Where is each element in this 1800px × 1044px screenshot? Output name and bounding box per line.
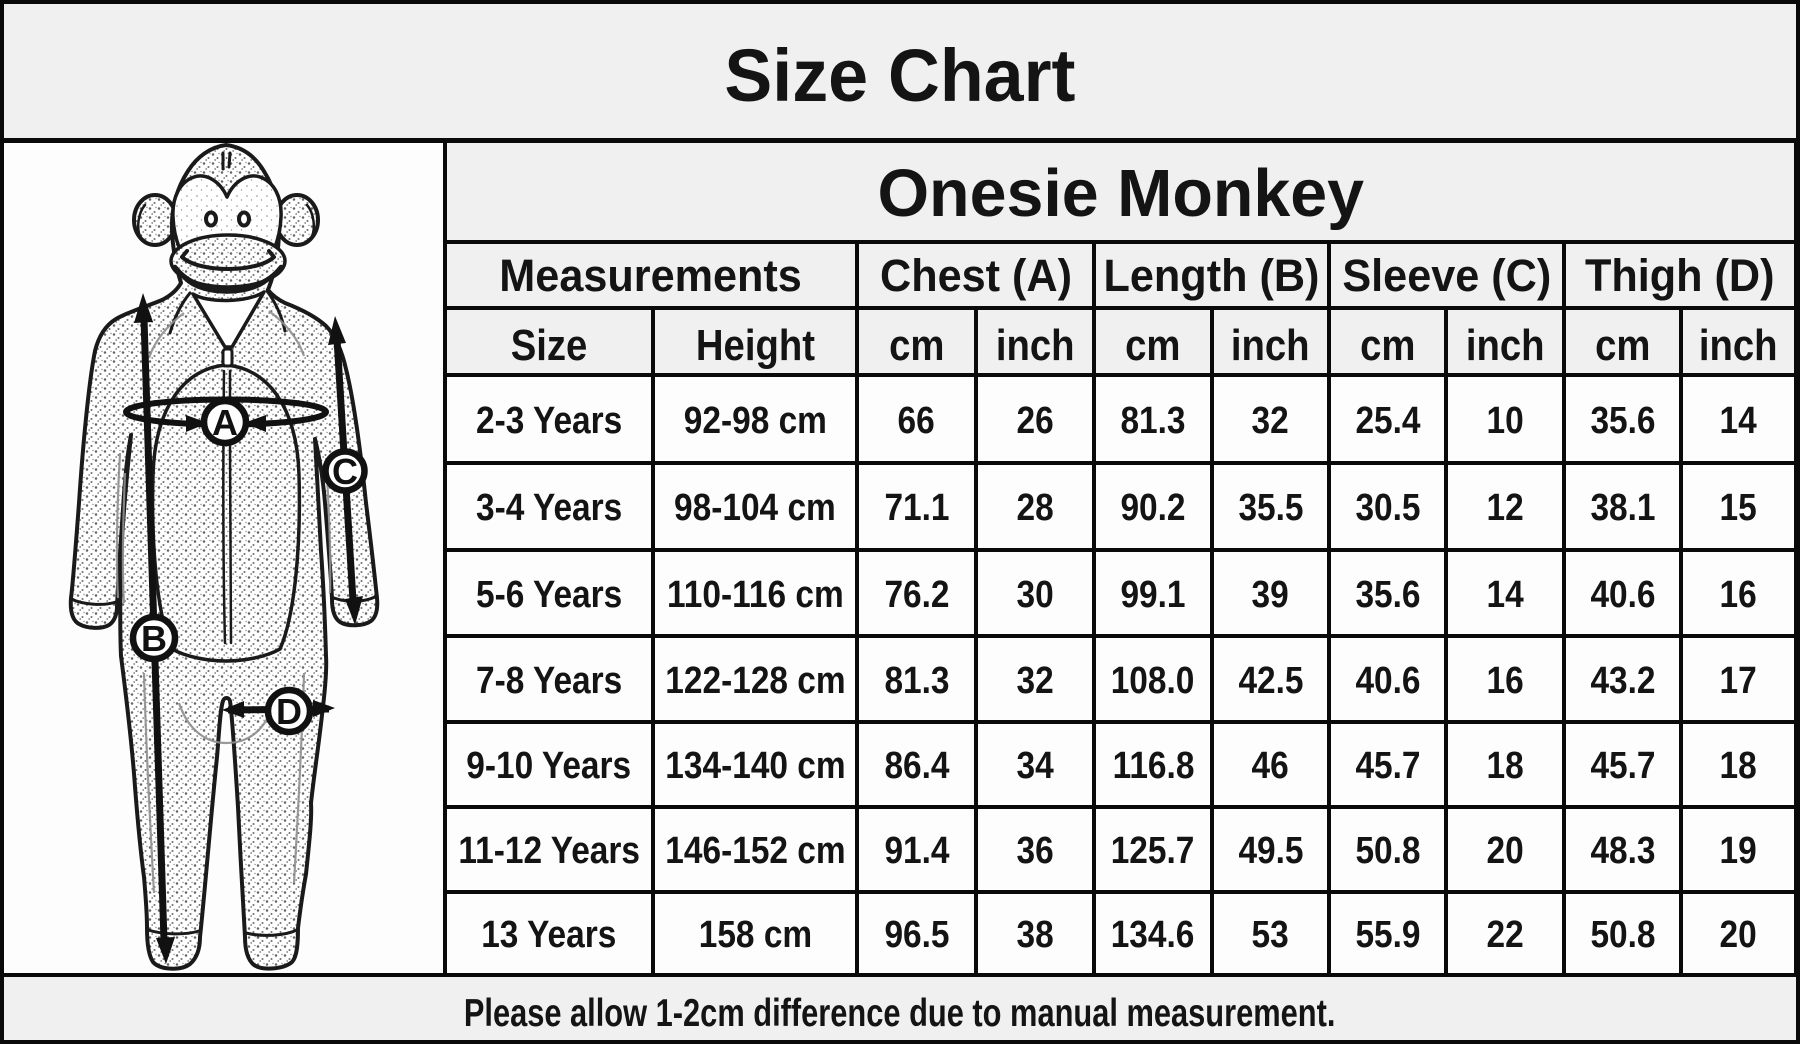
- svg-text:B: B: [141, 618, 167, 659]
- svg-text:A: A: [212, 402, 238, 443]
- svg-text:C: C: [332, 451, 358, 492]
- svg-text:D: D: [276, 691, 302, 732]
